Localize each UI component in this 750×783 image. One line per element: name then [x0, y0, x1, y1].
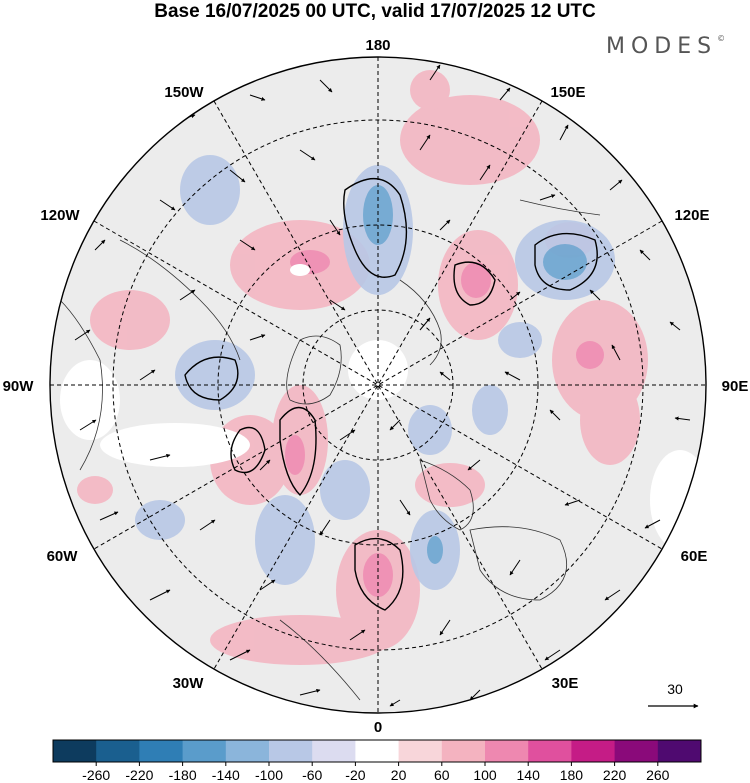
colorbar-label: -20 [345, 767, 365, 783]
lon-label-120w: 120W [40, 207, 80, 224]
colorbar-swatch [182, 740, 227, 762]
brand-mark: © [717, 34, 726, 43]
colorbar-swatch [485, 740, 529, 762]
colorbar-label: -60 [302, 767, 322, 783]
lon-label-180: 180 [365, 37, 390, 54]
colorbar-label: -140 [212, 767, 240, 783]
colorbar-label: -180 [169, 767, 197, 783]
lon-label-150e: 150E [550, 84, 585, 101]
colorbar-swatch [53, 740, 97, 762]
wind-reference-label: 30 [667, 681, 683, 697]
colorbar-label: 140 [517, 767, 541, 783]
colorbar-swatch [355, 740, 400, 762]
colorbar-swatch [269, 740, 313, 762]
colorbar-label: 220 [603, 767, 627, 783]
map-boundary [49, 56, 707, 714]
lon-label-90w: 90W [3, 378, 35, 395]
colorbar-label: -260 [82, 767, 110, 783]
colorbar-swatch [657, 740, 702, 762]
lon-label-60e: 60E [681, 548, 708, 565]
colorbar-swatch [441, 740, 486, 762]
colorbar-label: 60 [434, 767, 450, 783]
colorbar-swatch [571, 740, 616, 762]
colorbar-swatch [398, 740, 443, 762]
lon-label-30e: 30E [552, 675, 579, 692]
colorbar-swatch [312, 740, 356, 762]
colorbar-swatch [96, 740, 140, 762]
brand-text: MODES [606, 34, 718, 59]
colorbar-label: 20 [391, 767, 407, 783]
colorbar: -260 -220 -180 -140 -100 -60 -20 20 60 100 140 180 2… [53, 740, 702, 783]
colorbar-label: -220 [125, 767, 153, 783]
lon-label-60w: 60W [47, 548, 79, 565]
field-layer [50, 57, 706, 713]
colorbar-swatch [225, 740, 270, 762]
lon-label-120e: 120E [674, 207, 709, 224]
colorbar-label: 260 [646, 767, 670, 783]
colorbar-label: -100 [255, 767, 283, 783]
wind-vectors [74, 64, 691, 707]
colorbar-label: 180 [560, 767, 584, 783]
lon-label-30w: 30W [173, 675, 205, 692]
colorbar-swatch [528, 740, 572, 762]
lon-label-150w: 150W [164, 84, 204, 101]
colorbar-label: 100 [473, 767, 497, 783]
contours [184, 177, 598, 611]
lon-label-90e: 90E [722, 378, 749, 395]
coastlines [59, 199, 601, 701]
map-title: Base 16/07/2025 00 UTC, valid 17/07/2025… [154, 1, 596, 22]
graticule [50, 57, 706, 713]
colorbar-swatch [614, 740, 659, 762]
colorbar-frame [52, 739, 702, 763]
colorbar-swatch [139, 740, 184, 762]
modes-logo: MODES© [606, 34, 725, 59]
lon-label-0: 0 [374, 719, 382, 736]
